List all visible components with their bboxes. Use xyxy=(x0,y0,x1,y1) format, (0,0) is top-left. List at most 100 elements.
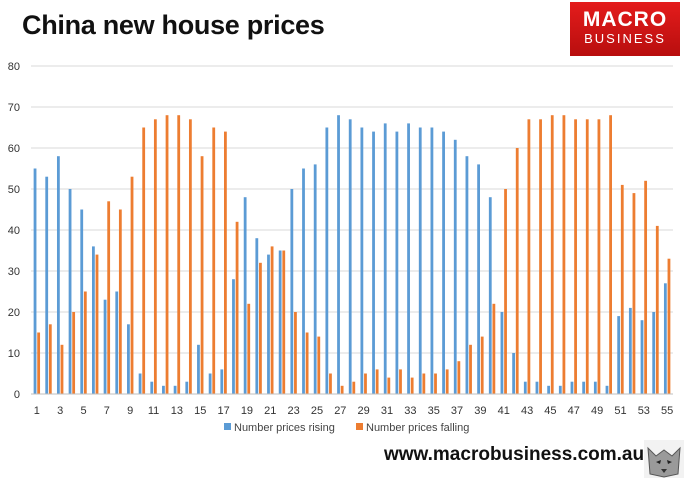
bar-prices-falling xyxy=(259,262,262,394)
bar-prices-rising xyxy=(500,312,504,394)
bar-prices-rising xyxy=(453,139,457,394)
bar-prices-falling xyxy=(37,332,41,394)
x-tick-label: 15 xyxy=(194,405,206,417)
bar-prices-rising xyxy=(243,197,247,394)
legend-swatch xyxy=(224,423,231,430)
bar-prices-rising xyxy=(523,381,527,394)
bar-prices-falling xyxy=(410,377,414,394)
bar-prices-falling xyxy=(655,225,659,394)
bar-prices-falling xyxy=(364,373,367,394)
bar-prices-rising xyxy=(570,381,574,394)
y-tick-label: 80 xyxy=(8,61,20,73)
bar-prices-falling xyxy=(48,324,52,394)
bar-prices-falling xyxy=(177,115,181,394)
bar-prices-falling xyxy=(597,119,601,395)
bar-prices-falling xyxy=(153,119,157,395)
x-tick-label: 41 xyxy=(498,405,510,417)
bar-prices-rising xyxy=(103,299,107,394)
bar-prices-rising xyxy=(68,189,72,394)
x-tick-label: 47 xyxy=(568,405,580,417)
bar-prices-rising xyxy=(127,324,130,394)
bar-prices-rising xyxy=(407,123,410,395)
bar-prices-rising xyxy=(558,385,562,394)
y-tick-label: 60 xyxy=(8,143,20,155)
bar-prices-falling xyxy=(667,258,671,394)
bar-prices-rising xyxy=(220,369,224,394)
bar-prices-falling xyxy=(527,119,531,395)
bar-prices-rising xyxy=(138,373,142,394)
bar-prices-falling xyxy=(224,131,227,394)
bar-prices-falling xyxy=(305,332,309,394)
bar-prices-rising xyxy=(197,344,200,394)
x-tick-label: 23 xyxy=(288,405,300,417)
bar-prices-falling xyxy=(562,115,566,394)
x-tick-label: 27 xyxy=(334,405,346,417)
bar-prices-falling xyxy=(142,127,146,394)
bar-prices-falling xyxy=(200,156,204,394)
bar-prices-falling xyxy=(352,381,356,394)
bar-prices-falling xyxy=(95,254,99,394)
bar-prices-rising xyxy=(185,381,189,394)
bar-prices-falling xyxy=(504,189,507,394)
bar-prices-falling xyxy=(118,209,122,394)
bar-prices-falling xyxy=(375,369,379,394)
y-tick-label: 70 xyxy=(8,102,20,114)
bar-prices-rising xyxy=(442,131,445,394)
legend-label: Number prices falling xyxy=(366,422,469,434)
bar-prices-falling xyxy=(60,344,64,394)
chart-title: China new house prices xyxy=(22,10,325,40)
bar-prices-falling xyxy=(235,221,239,394)
bar-prices-rising xyxy=(652,312,656,394)
bar-prices-falling xyxy=(457,361,461,394)
bar-prices-rising xyxy=(395,131,399,394)
bar-prices-rising xyxy=(617,316,621,394)
bar-prices-rising xyxy=(337,115,340,394)
bar-prices-rising xyxy=(208,373,212,394)
bar-prices-falling xyxy=(282,250,286,394)
bar-prices-falling xyxy=(422,373,426,394)
bar-prices-falling xyxy=(247,303,251,394)
legend-swatch xyxy=(356,423,363,430)
bar-prices-rising xyxy=(45,176,49,394)
bar-prices-rising xyxy=(150,381,154,394)
bar-prices-falling xyxy=(317,336,321,394)
bar-prices-rising xyxy=(582,381,586,394)
y-tick-label: 40 xyxy=(8,225,20,237)
y-tick-label: 0 xyxy=(14,389,20,401)
bar-prices-rising xyxy=(56,156,60,394)
x-tick-label: 25 xyxy=(311,405,323,417)
x-tick-label: 3 xyxy=(57,405,63,417)
bar-prices-falling xyxy=(294,312,297,394)
bar-prices-rising xyxy=(80,209,84,394)
bar-prices-falling xyxy=(480,336,484,394)
x-tick-label: 35 xyxy=(428,405,440,417)
bar-prices-rising xyxy=(162,385,165,394)
legend-label: Number prices rising xyxy=(234,422,335,434)
x-tick-label: 21 xyxy=(264,405,276,417)
wolf-mascot-icon xyxy=(644,440,684,478)
bar-prices-falling xyxy=(620,184,624,394)
bar-prices-rising xyxy=(488,197,492,394)
bar-prices-rising xyxy=(348,119,352,395)
bar-prices-rising xyxy=(92,246,95,394)
bar-prices-rising xyxy=(418,127,422,394)
bar-prices-falling xyxy=(550,115,554,394)
bar-prices-rising xyxy=(267,254,270,394)
bar-prices-falling xyxy=(340,385,344,394)
bar-prices-rising xyxy=(512,353,516,394)
x-tick-label: 29 xyxy=(358,405,370,417)
bar-prices-rising xyxy=(663,283,667,394)
bar-prices-falling xyxy=(270,246,274,394)
bar-prices-rising xyxy=(313,164,317,394)
bar-prices-rising xyxy=(430,127,434,394)
bar-prices-falling xyxy=(399,369,402,394)
bar-prices-rising xyxy=(115,291,119,394)
bar-prices-rising xyxy=(593,381,597,394)
x-tick-label: 9 xyxy=(127,405,133,417)
bar-prices-falling xyxy=(107,201,111,394)
bar-prices-falling xyxy=(632,193,636,394)
y-tick-label: 10 xyxy=(8,348,20,360)
y-tick-label: 30 xyxy=(8,266,20,278)
bar-prices-falling xyxy=(72,312,76,394)
